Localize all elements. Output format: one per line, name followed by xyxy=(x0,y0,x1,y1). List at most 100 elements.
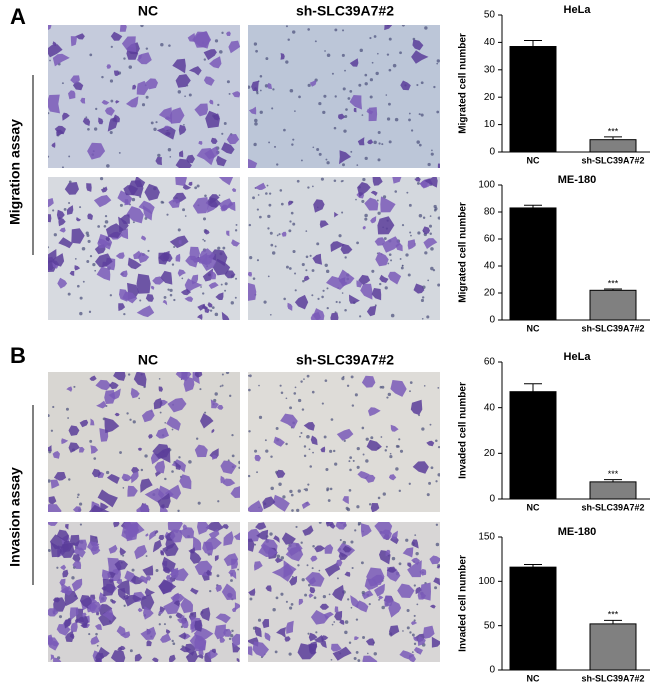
cell xyxy=(106,474,120,484)
pore xyxy=(316,242,320,246)
cell xyxy=(320,446,326,453)
y-tick-label: 60 xyxy=(484,357,496,368)
cell xyxy=(256,529,269,540)
pore xyxy=(301,578,305,582)
pore xyxy=(357,522,362,525)
pore xyxy=(332,449,336,453)
cell xyxy=(94,658,102,662)
cell xyxy=(179,646,191,653)
pore xyxy=(79,311,83,316)
y-tick-label: 0 xyxy=(489,665,495,676)
cell xyxy=(366,108,374,115)
cell xyxy=(417,635,426,646)
pore xyxy=(290,493,294,497)
pore xyxy=(270,243,274,247)
cell xyxy=(236,658,240,662)
cell xyxy=(375,251,389,267)
cell xyxy=(266,82,272,89)
pore xyxy=(430,466,434,470)
cell xyxy=(215,613,231,624)
cell xyxy=(70,75,80,84)
y-tick-label: 100 xyxy=(478,180,495,191)
y-tick-label: 150 xyxy=(478,532,495,543)
pore xyxy=(48,112,50,115)
cell xyxy=(356,280,363,288)
pore xyxy=(254,122,258,126)
cell xyxy=(312,253,323,265)
cell xyxy=(76,217,81,222)
pore xyxy=(264,439,267,442)
cell xyxy=(332,646,352,661)
y-tick-label: 10 xyxy=(484,119,496,130)
pore xyxy=(248,374,250,377)
cell xyxy=(215,584,222,592)
cell xyxy=(161,504,165,509)
pore xyxy=(158,623,161,626)
pore xyxy=(218,194,221,197)
pore xyxy=(169,293,173,297)
cell xyxy=(361,375,376,388)
pore xyxy=(429,423,432,426)
pore xyxy=(421,317,424,320)
cell xyxy=(231,188,237,192)
pore xyxy=(79,523,82,526)
pore xyxy=(283,297,286,301)
pore xyxy=(256,471,258,474)
pore xyxy=(237,568,240,571)
cell xyxy=(97,489,118,508)
pore xyxy=(385,445,388,448)
cell xyxy=(204,307,210,314)
pore xyxy=(342,375,345,378)
pore xyxy=(362,453,365,456)
cell xyxy=(281,532,296,545)
pore xyxy=(366,652,369,655)
pore xyxy=(214,312,219,317)
significance-label: *** xyxy=(608,126,619,136)
pore xyxy=(422,216,426,220)
pore xyxy=(408,203,412,207)
pore xyxy=(305,269,308,272)
cell xyxy=(310,610,330,625)
cell xyxy=(254,182,266,190)
cell xyxy=(330,312,339,320)
cell xyxy=(392,177,402,184)
cell xyxy=(388,474,397,481)
cell xyxy=(87,601,102,614)
cell xyxy=(218,177,234,186)
pore xyxy=(101,75,104,79)
pore xyxy=(368,503,372,506)
pore xyxy=(199,388,202,391)
cell xyxy=(71,578,83,592)
pore xyxy=(350,150,353,153)
pore xyxy=(249,255,253,260)
pore xyxy=(311,294,314,297)
pore xyxy=(265,192,268,195)
pore xyxy=(334,462,338,466)
pore xyxy=(217,246,221,250)
pore xyxy=(364,73,368,77)
cell xyxy=(178,240,182,245)
pore xyxy=(221,373,224,376)
pore xyxy=(405,253,409,257)
pore xyxy=(297,489,301,493)
cell xyxy=(411,50,429,64)
cell xyxy=(344,571,351,577)
pore xyxy=(385,94,388,96)
pore xyxy=(269,192,272,195)
pore xyxy=(219,50,223,54)
cell xyxy=(407,560,422,578)
cell xyxy=(179,474,192,490)
cell xyxy=(179,150,184,158)
cell xyxy=(288,200,293,206)
pore xyxy=(307,483,310,486)
pore xyxy=(303,378,305,380)
cell xyxy=(102,578,116,597)
pore xyxy=(169,288,173,292)
cell xyxy=(140,478,153,493)
pore xyxy=(279,189,283,192)
pore xyxy=(388,253,392,256)
row-label: Migration assay xyxy=(7,119,23,225)
pore xyxy=(429,215,432,217)
cell xyxy=(228,40,240,54)
